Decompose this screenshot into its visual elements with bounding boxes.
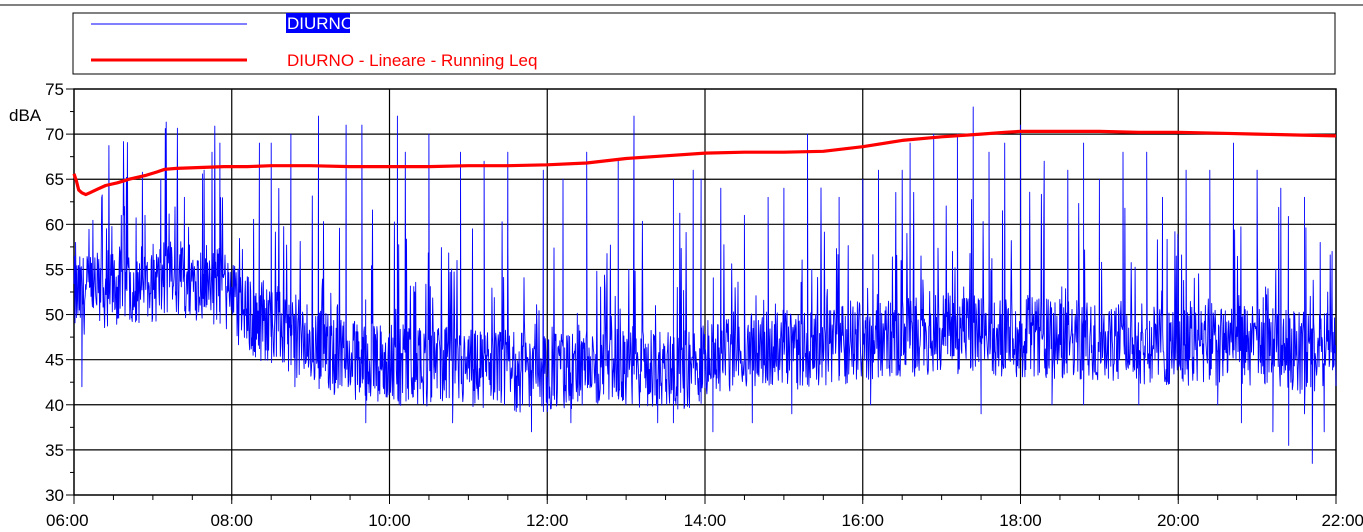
legend-label-running-leq: DIURNO - Lineare - Running Leq: [287, 51, 537, 70]
y-tick-label: 35: [45, 441, 64, 460]
series-layer: [72, 106, 1337, 464]
axes: 30 35 40 45 50 55 60 65 70 75 06:00 08:00 10:00 12:00…: [45, 80, 1363, 530]
x-tick-label: 20:00: [1157, 511, 1200, 530]
y-tick-label: 75: [45, 80, 64, 99]
y-tick-label: 65: [45, 170, 64, 189]
x-tick-label: 12:00: [526, 511, 569, 530]
y-tick-label: 45: [45, 351, 64, 370]
x-tick-label: 14:00: [684, 511, 727, 530]
legend-label-diurno-highlight: [286, 13, 350, 33]
x-tick-label: 18:00: [999, 511, 1042, 530]
y-tick-label: 30: [45, 486, 64, 505]
y-tick-label: 60: [45, 215, 64, 234]
legend-box: [72, 12, 1336, 75]
y-tick-label: 55: [45, 260, 64, 279]
y-tick-label: 70: [45, 125, 64, 144]
x-tick-label: 10:00: [368, 511, 411, 530]
x-tick-label: 06:00: [46, 511, 89, 530]
x-tick-label: 22:00: [1321, 511, 1363, 530]
legend-label-diurno: DIURNO: [287, 14, 354, 33]
y-tick-label: 40: [45, 396, 64, 415]
x-tick-label: 08:00: [210, 511, 253, 530]
series-line-running-leq: [72, 129, 1337, 197]
legend: DIURNO DIURNO - Lineare - Running Leq: [72, 12, 1336, 75]
y-axis-unit-label: dBA: [9, 106, 42, 125]
y-tick-label: 50: [45, 306, 64, 325]
series-line-diurno: [73, 106, 1337, 464]
x-tick-label: 16:00: [841, 511, 884, 530]
